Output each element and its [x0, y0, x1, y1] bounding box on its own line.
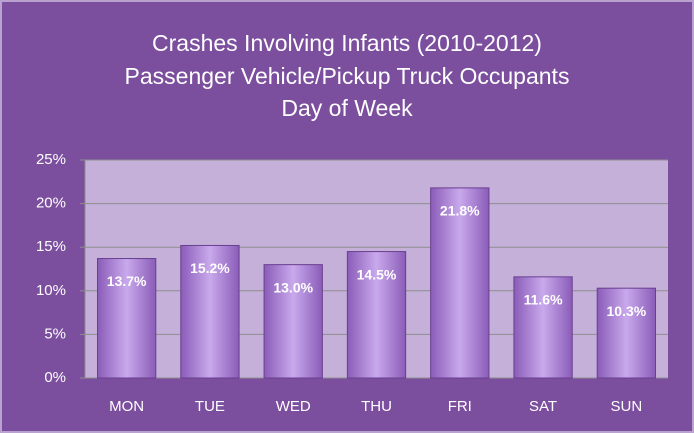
chart-title: Passenger Vehicle/Pickup Truck Occupants [125, 63, 570, 89]
data-label: 13.7% [107, 273, 147, 289]
x-tick-label: MON [109, 398, 144, 415]
x-tick-label: THU [361, 398, 392, 415]
bar [346, 251, 407, 379]
chart-title: Day of Week [281, 95, 413, 121]
chart-title: Crashes Involving Infants (2010-2012) [152, 30, 542, 56]
x-tick-label: TUE [195, 398, 225, 415]
bar [263, 264, 323, 379]
data-label: 15.2% [190, 260, 230, 276]
y-tick-label: 25% [36, 151, 66, 168]
data-label: 13.0% [273, 279, 313, 295]
data-label: 21.8% [440, 203, 480, 219]
y-tick-label: 0% [44, 369, 66, 386]
data-label: 11.6% [524, 292, 563, 308]
bar [596, 287, 657, 379]
x-tick-label: SAT [529, 398, 557, 415]
x-tick-label: WED [276, 398, 311, 415]
y-tick-label: 10% [36, 282, 66, 299]
y-tick-label: 15% [36, 238, 66, 255]
bar [430, 187, 490, 379]
x-tick-label: FRI [448, 398, 472, 415]
data-label: 10.3% [607, 303, 647, 319]
bar [96, 258, 157, 379]
y-tick-label: 20% [36, 195, 66, 212]
y-tick-label: 5% [44, 325, 66, 342]
bar [180, 244, 240, 379]
bar [513, 276, 573, 379]
data-label: 14.5% [357, 266, 397, 282]
x-tick-label: SUN [611, 398, 643, 415]
